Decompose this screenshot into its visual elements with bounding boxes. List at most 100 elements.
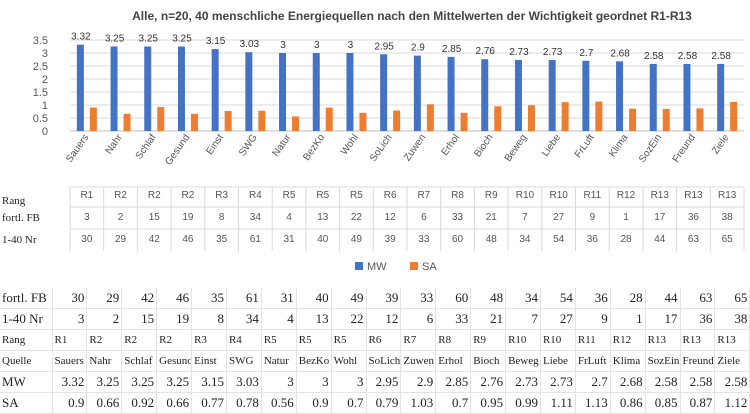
sheet-cell[interactable]: 54 bbox=[540, 288, 576, 309]
sheet-cell[interactable]: R13 bbox=[645, 329, 681, 351]
sheet-cell[interactable]: R5 bbox=[261, 329, 297, 351]
sheet-cell[interactable]: 1.11 bbox=[540, 392, 576, 414]
sheet-cell[interactable]: 2.7 bbox=[575, 371, 611, 393]
sheet-cell[interactable]: 28 bbox=[610, 288, 646, 309]
sheet-cell[interactable]: R4 bbox=[226, 329, 262, 351]
sheet-cell[interactable]: R6 bbox=[366, 329, 402, 351]
sheet-cell[interactable]: Beweg bbox=[505, 350, 541, 372]
sheet-cell[interactable]: 31 bbox=[261, 288, 297, 309]
sheet-cell[interactable]: FrLuft bbox=[575, 350, 611, 372]
sheet-cell[interactable]: SozEin bbox=[645, 350, 681, 372]
sheet-cell[interactable]: 2.76 bbox=[470, 371, 507, 393]
sheet-cell[interactable]: 38 bbox=[714, 308, 750, 330]
sheet-cell[interactable]: 2.58 bbox=[714, 371, 750, 393]
sheet-cell[interactable]: R8 bbox=[435, 329, 472, 351]
sheet-cell[interactable]: 1.03 bbox=[400, 392, 437, 414]
sheet-cell[interactable]: R7 bbox=[400, 329, 437, 351]
sheet-cell[interactable]: 61 bbox=[226, 288, 262, 309]
sheet-cell[interactable]: 3 bbox=[296, 371, 332, 393]
sheet-cell[interactable]: 8 bbox=[191, 308, 227, 330]
sheet-cell[interactable]: 48 bbox=[470, 288, 507, 309]
sheet-cell[interactable]: 3.03 bbox=[226, 371, 262, 393]
sheet-cell[interactable]: 1.13 bbox=[575, 392, 611, 414]
sheet-cell[interactable]: SWG bbox=[226, 350, 262, 372]
sheet-cell[interactable]: 22 bbox=[331, 308, 367, 330]
sheet-cell[interactable]: Freund bbox=[680, 350, 716, 372]
sheet-cell[interactable]: 2.73 bbox=[505, 371, 541, 393]
sheet-cell[interactable]: 42 bbox=[121, 288, 158, 309]
sheet-cell[interactable]: R2 bbox=[121, 329, 158, 351]
sheet-cell[interactable]: 30 bbox=[52, 288, 88, 309]
sheet-cell[interactable]: R5 bbox=[331, 329, 367, 351]
sheet-cell[interactable]: BezKo bbox=[296, 350, 332, 372]
sheet-cell[interactable]: 44 bbox=[645, 288, 681, 309]
sheet-cell[interactable]: 29 bbox=[86, 288, 123, 309]
sheet-cell[interactable]: 2.85 bbox=[435, 371, 472, 393]
sheet-cell[interactable]: 0.85 bbox=[645, 392, 681, 414]
sheet-cell[interactable]: 6 bbox=[400, 308, 437, 330]
sheet-cell[interactable]: 15 bbox=[121, 308, 158, 330]
sheet-cell[interactable]: 12 bbox=[366, 308, 402, 330]
sheet-cell[interactable]: 0.86 bbox=[610, 392, 646, 414]
sheet-cell[interactable]: Schlaf bbox=[121, 350, 158, 372]
sheet-cell[interactable]: R10 bbox=[505, 329, 541, 351]
sheet-cell[interactable]: 0.9 bbox=[52, 392, 88, 414]
sheet-cell[interactable]: 1.12 bbox=[714, 392, 750, 414]
sheet-cell[interactable]: 35 bbox=[191, 288, 227, 309]
sheet-cell[interactable]: 34 bbox=[505, 288, 541, 309]
sheet-cell[interactable]: 65 bbox=[714, 288, 750, 309]
sheet-cell[interactable]: Liebe bbox=[540, 350, 576, 372]
sheet-cell[interactable]: 3 bbox=[52, 308, 88, 330]
sheet-cell[interactable]: 3 bbox=[261, 371, 297, 393]
sheet-cell[interactable]: Klima bbox=[610, 350, 646, 372]
sheet-cell[interactable]: Gesund bbox=[156, 350, 193, 372]
sheet-cell[interactable]: 7 bbox=[505, 308, 541, 330]
sheet-cell[interactable]: R12 bbox=[610, 329, 646, 351]
sheet-cell[interactable]: 3.25 bbox=[121, 371, 158, 393]
sheet-cell[interactable]: Zuwen bbox=[400, 350, 437, 372]
sheet-cell[interactable]: R1 bbox=[52, 329, 88, 351]
sheet-cell[interactable]: 3.25 bbox=[86, 371, 123, 393]
sheet-cell[interactable]: 0.66 bbox=[86, 392, 123, 414]
sheet-cell[interactable]: 2 bbox=[86, 308, 123, 330]
sheet-cell[interactable]: 13 bbox=[296, 308, 332, 330]
sheet-cell[interactable]: R13 bbox=[714, 329, 750, 351]
sheet-cell[interactable]: 21 bbox=[470, 308, 507, 330]
sheet-cell[interactable]: Ziele bbox=[714, 350, 750, 372]
sheet-cell[interactable]: Einst bbox=[191, 350, 227, 372]
sheet-cell[interactable]: 0.56 bbox=[261, 392, 297, 414]
sheet-cell[interactable]: R10 bbox=[540, 329, 576, 351]
sheet-cell[interactable]: 3 bbox=[331, 371, 367, 393]
sheet-cell[interactable]: 0.7 bbox=[435, 392, 472, 414]
sheet-cell[interactable]: 46 bbox=[156, 288, 193, 309]
sheet-cell[interactable]: 0.9 bbox=[296, 392, 332, 414]
sheet-cell[interactable]: 3.15 bbox=[191, 371, 227, 393]
sheet-cell[interactable]: 60 bbox=[435, 288, 472, 309]
sheet-cell[interactable]: 63 bbox=[680, 288, 716, 309]
sheet-cell[interactable]: 4 bbox=[261, 308, 297, 330]
sheet-cell[interactable]: 0.78 bbox=[226, 392, 262, 414]
sheet-cell[interactable]: R2 bbox=[86, 329, 123, 351]
sheet-cell[interactable]: Wohl bbox=[331, 350, 367, 372]
sheet-cell[interactable]: 2.95 bbox=[366, 371, 402, 393]
sheet-cell[interactable]: R13 bbox=[680, 329, 716, 351]
sheet-cell[interactable]: 2.9 bbox=[400, 371, 437, 393]
sheet-cell[interactable]: 36 bbox=[680, 308, 716, 330]
sheet-cell[interactable]: 2.73 bbox=[540, 371, 576, 393]
sheet-cell[interactable]: Bioch bbox=[470, 350, 507, 372]
sheet-cell[interactable]: 2.58 bbox=[645, 371, 681, 393]
sheet-cell[interactable]: 0.95 bbox=[470, 392, 507, 414]
sheet-cell[interactable]: 0.77 bbox=[191, 392, 227, 414]
sheet-cell[interactable]: 9 bbox=[575, 308, 611, 330]
sheet-cell[interactable]: 36 bbox=[575, 288, 611, 309]
sheet-cell[interactable]: 39 bbox=[366, 288, 402, 309]
sheet-cell[interactable]: 0.7 bbox=[331, 392, 367, 414]
sheet-cell[interactable]: 0.87 bbox=[680, 392, 716, 414]
sheet-cell[interactable]: R3 bbox=[191, 329, 227, 351]
sheet-cell[interactable]: R2 bbox=[156, 329, 193, 351]
sheet-cell[interactable]: 0.79 bbox=[366, 392, 402, 414]
sheet-cell[interactable]: 17 bbox=[645, 308, 681, 330]
sheet-cell[interactable]: 19 bbox=[156, 308, 193, 330]
sheet-cell[interactable]: 0.99 bbox=[505, 392, 541, 414]
sheet-cell[interactable]: 49 bbox=[331, 288, 367, 309]
